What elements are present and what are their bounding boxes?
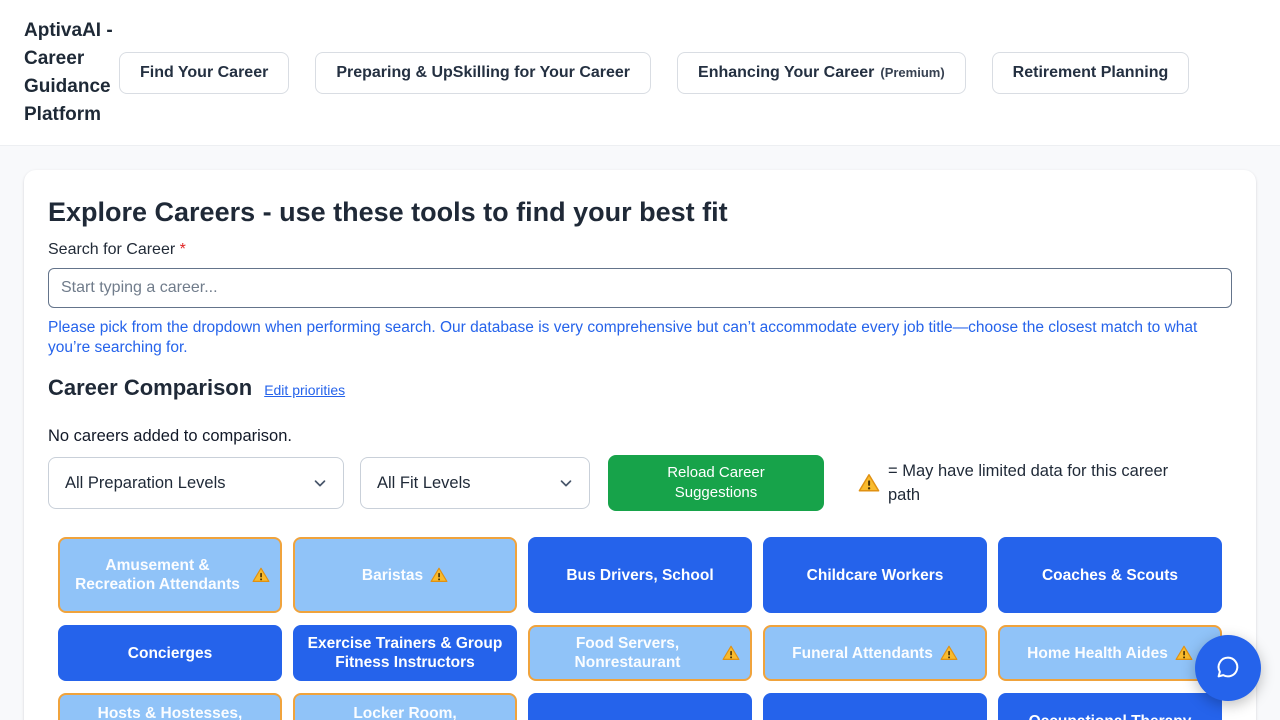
search-label-text: Search for Career	[48, 241, 176, 258]
explore-careers-card: Explore Careers - use these tools to fin…	[24, 170, 1256, 720]
page-title: Explore Careers - use these tools to fin…	[48, 197, 728, 227]
career-button-label: Bus Drivers, School	[566, 566, 714, 584]
edit-priorities-link[interactable]: Edit priorities	[264, 382, 346, 398]
comparison-empty-message: No careers added to comparison.	[48, 427, 292, 445]
career-button[interactable]: Exercise Trainers & Group Fitness Instru…	[293, 625, 517, 681]
search-helper-text: Please pick from the dropdown when perfo…	[48, 319, 1198, 356]
career-button[interactable]	[763, 693, 987, 720]
fit-level-value: All Fit Levels	[377, 473, 471, 492]
warning-icon	[1175, 644, 1193, 662]
warning-icon	[858, 472, 880, 494]
career-grid: Amusement & Recreation Attendants Barista…	[48, 537, 1232, 720]
search-label: Search for Career *	[48, 240, 1232, 260]
career-button[interactable]: Occupational Therapy	[998, 693, 1222, 720]
nav-button-label: Find Your Career	[140, 63, 269, 81]
app-logo: AptivaAI - Career Guidance Platform	[24, 19, 113, 125]
career-button[interactable]: Home Health Aides	[998, 625, 1222, 681]
career-button[interactable]: Funeral Attendants	[763, 625, 987, 681]
warning-icon	[430, 566, 448, 584]
required-asterisk: *	[179, 241, 186, 258]
career-button-label: Exercise Trainers & Group Fitness Instru…	[307, 635, 503, 671]
career-button-label: Occupational Therapy	[1029, 712, 1192, 720]
career-button[interactable]: Amusement & Recreation Attendants	[58, 537, 282, 613]
filter-controls-row: All Preparation Levels All Fit Levels Re…	[48, 455, 1232, 511]
career-button[interactable]: Food Servers, Nonrestaurant	[528, 625, 752, 681]
career-button-label: Baristas	[361, 566, 424, 584]
career-button[interactable]: Coaches & Scouts	[998, 537, 1222, 613]
career-button[interactable]: Hosts & Hostesses,	[58, 693, 282, 720]
comparison-title: Career Comparison	[48, 375, 253, 400]
chevron-down-icon	[311, 474, 329, 492]
career-button-label: Concierges	[127, 644, 213, 662]
limited-data-legend-text: = May have limited data for this career …	[888, 462, 1169, 504]
reload-career-suggestions-button[interactable]: Reload Career Suggestions	[608, 455, 824, 511]
nav-button[interactable]: Retirement Planning	[991, 51, 1190, 94]
header-nav: Find Your Career Preparing & UpSkilling f…	[119, 51, 1190, 94]
career-button-label: Amusement & Recreation Attendants	[75, 557, 240, 593]
career-search-input[interactable]	[48, 268, 1232, 308]
career-button-label: Home Health Aides	[1027, 644, 1168, 662]
nav-button[interactable]: Preparing & UpSkilling for Your Career	[315, 51, 652, 94]
career-button[interactable]: Childcare Workers	[763, 537, 987, 613]
app-header: AptivaAI - Career Guidance Platform Find…	[0, 0, 1280, 146]
career-button[interactable]: Baristas	[293, 537, 517, 613]
warning-icon	[940, 644, 958, 662]
premium-badge: (Premium)	[880, 65, 945, 80]
main-area: Explore Careers - use these tools to fin…	[0, 146, 1280, 720]
chevron-down-icon	[557, 474, 575, 492]
career-button[interactable]: Concierges	[58, 625, 282, 681]
nav-button-label: Retirement Planning	[1012, 63, 1169, 81]
career-button-label: Funeral Attendants	[792, 644, 933, 662]
career-button[interactable]: Bus Drivers, School	[528, 537, 752, 613]
career-button[interactable]	[528, 693, 752, 720]
nav-button-label: Enhancing Your Career	[698, 63, 875, 81]
limited-data-legend: = May have limited data for this career …	[858, 459, 1204, 507]
preparation-level-value: All Preparation Levels	[65, 473, 226, 492]
warning-icon	[722, 644, 740, 662]
preparation-level-select[interactable]: All Preparation Levels	[48, 457, 344, 509]
nav-button-label: Preparing & UpSkilling for Your Career	[336, 63, 631, 81]
career-button-label: Locker Room,	[353, 705, 457, 720]
fit-level-select[interactable]: All Fit Levels	[360, 457, 590, 509]
nav-button[interactable]: Enhancing Your Career (Premium)	[677, 51, 966, 94]
warning-icon	[252, 566, 270, 584]
career-button[interactable]: Locker Room,	[293, 693, 517, 720]
nav-button[interactable]: Find Your Career	[119, 51, 290, 94]
career-button-label: Food Servers, Nonrestaurant	[574, 635, 681, 671]
career-button-label: Coaches & Scouts	[1041, 566, 1179, 584]
career-comparison-header: Career Comparison Edit priorities	[48, 374, 1232, 402]
chat-fab-button[interactable]	[1195, 635, 1261, 701]
chat-bubble-icon	[1213, 652, 1243, 685]
career-button-label: Childcare Workers	[806, 566, 944, 584]
career-button-label: Hosts & Hostesses,	[97, 705, 243, 720]
